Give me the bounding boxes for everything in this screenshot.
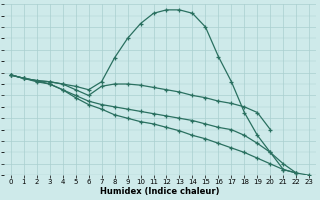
X-axis label: Humidex (Indice chaleur): Humidex (Indice chaleur) [100,187,220,196]
